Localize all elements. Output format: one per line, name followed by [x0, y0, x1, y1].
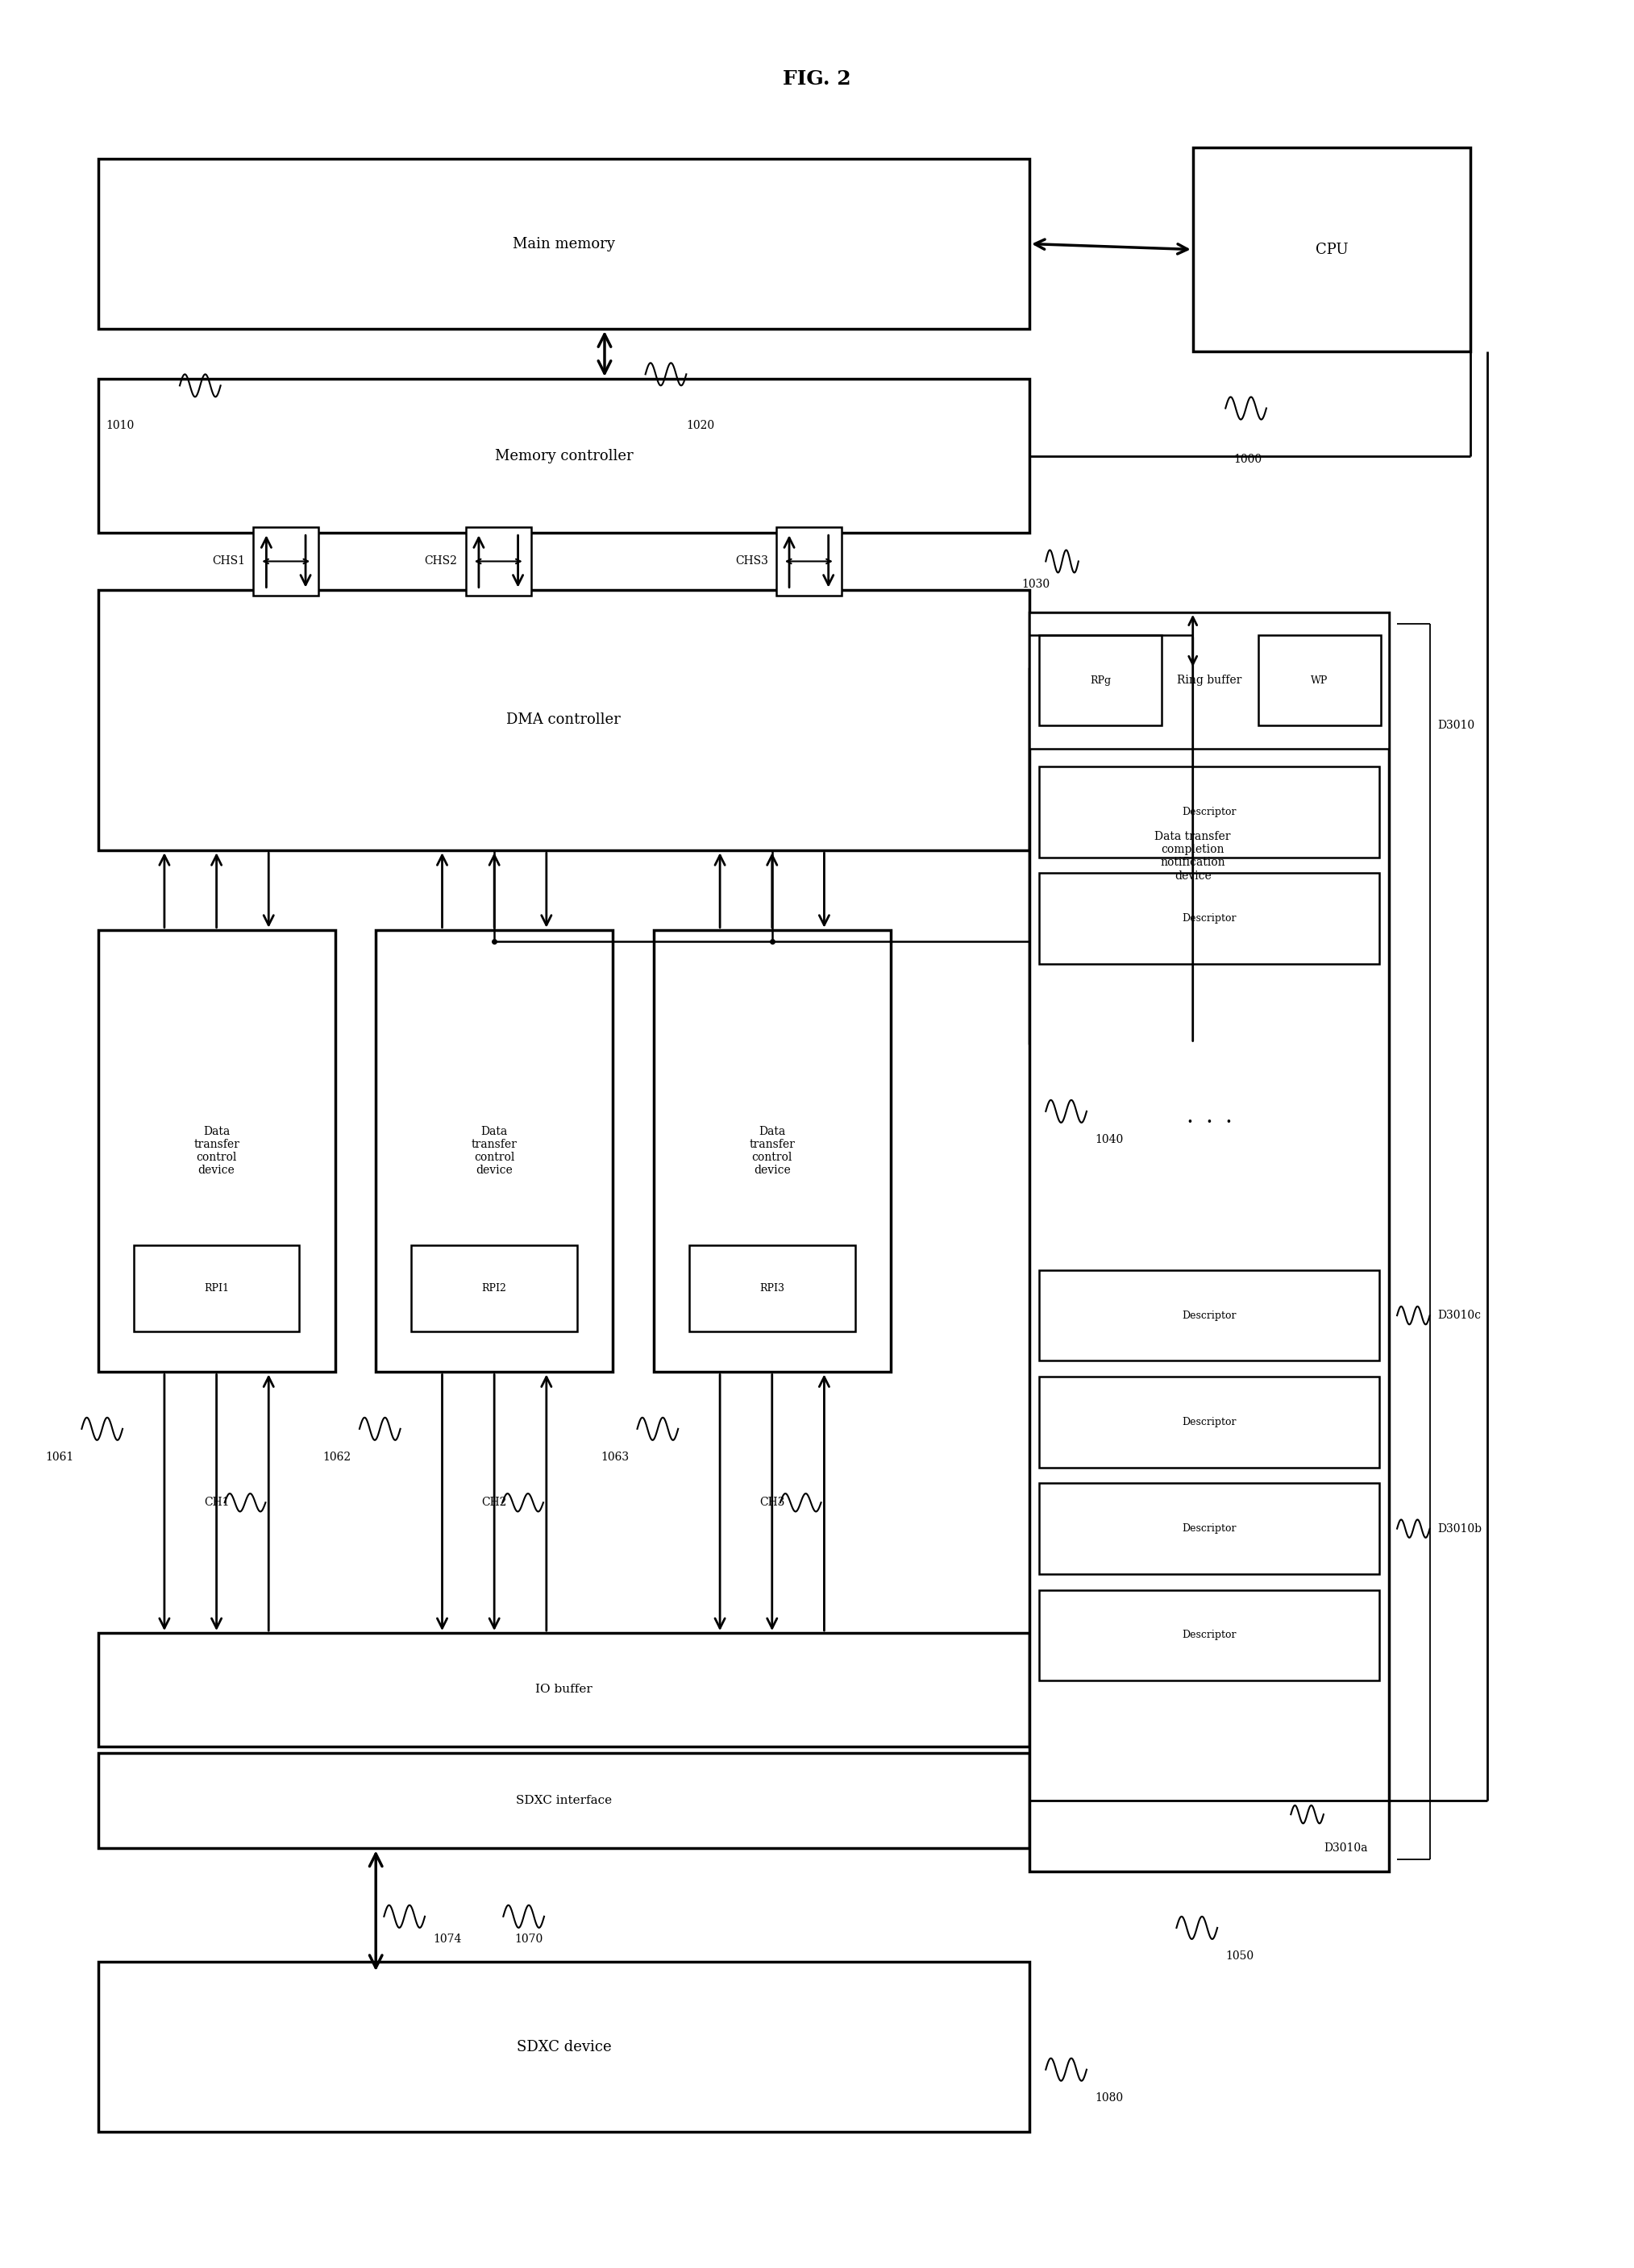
Text: .: .	[1226, 1107, 1232, 1127]
Text: Descriptor: Descriptor	[1181, 1418, 1237, 1427]
Text: CH3: CH3	[760, 1497, 784, 1508]
Bar	[1193, 147, 1471, 352]
Text: RPI1: RPI1	[204, 1284, 229, 1293]
Text: SDXC device: SDXC device	[516, 2039, 611, 2055]
Text: .: .	[1206, 1107, 1212, 1127]
Text: D3010b: D3010b	[1438, 1524, 1482, 1533]
Bar	[98, 379, 1029, 533]
Text: D3010c: D3010c	[1438, 1311, 1482, 1320]
Text: Descriptor: Descriptor	[1181, 1631, 1237, 1640]
Bar	[98, 159, 1029, 329]
Bar	[1039, 1270, 1379, 1361]
Bar	[412, 1245, 577, 1331]
Bar	[690, 1245, 855, 1331]
Bar	[1039, 873, 1379, 964]
Text: Data transfer
completion
notification
device: Data transfer completion notification de…	[1155, 830, 1230, 882]
Text: Main memory: Main memory	[513, 236, 614, 252]
Bar	[1039, 1590, 1379, 1681]
Text: 1040: 1040	[1095, 1134, 1123, 1145]
Text: Data
transfer
control
device: Data transfer control device	[193, 1125, 240, 1177]
Bar	[1029, 612, 1389, 748]
Bar	[98, 930, 335, 1372]
Bar	[134, 1245, 299, 1331]
Text: Data
transfer
control
device: Data transfer control device	[471, 1125, 518, 1177]
Text: 1010: 1010	[106, 420, 134, 431]
Text: 1030: 1030	[1021, 578, 1049, 590]
Text: D3010a: D3010a	[1324, 1844, 1368, 1853]
Text: FIG. 2: FIG. 2	[783, 70, 851, 88]
Bar	[466, 528, 531, 596]
Text: Data
transfer
control
device: Data transfer control device	[748, 1125, 796, 1177]
Bar	[1039, 1483, 1379, 1574]
Bar	[98, 1753, 1029, 1848]
Text: CH2: CH2	[482, 1497, 507, 1508]
Bar	[253, 528, 319, 596]
Text: 1062: 1062	[324, 1452, 351, 1463]
Text: CHS3: CHS3	[735, 556, 768, 567]
Text: 1070: 1070	[515, 1935, 542, 1944]
Bar	[1029, 612, 1389, 1871]
Text: IO buffer: IO buffer	[536, 1685, 592, 1694]
Text: .: .	[1186, 1107, 1193, 1127]
Text: SDXC interface: SDXC interface	[516, 1796, 611, 1805]
Text: 1074: 1074	[433, 1935, 461, 1944]
Text: CH1: CH1	[204, 1497, 229, 1508]
Text: RPg: RPg	[1090, 676, 1111, 685]
Bar	[776, 528, 842, 596]
Text: 1061: 1061	[46, 1452, 74, 1463]
Bar	[1039, 1377, 1379, 1467]
Bar	[1039, 767, 1379, 857]
Text: 1063: 1063	[601, 1452, 629, 1463]
Text: Descriptor: Descriptor	[1181, 1524, 1237, 1533]
Text: Descriptor: Descriptor	[1181, 807, 1237, 816]
Text: CHS1: CHS1	[212, 556, 245, 567]
Text: Descriptor: Descriptor	[1181, 914, 1237, 923]
Text: 1080: 1080	[1095, 2091, 1123, 2102]
Text: RPI2: RPI2	[482, 1284, 507, 1293]
Text: 1000: 1000	[1234, 454, 1261, 465]
Bar	[98, 590, 1029, 850]
Text: DMA controller: DMA controller	[507, 712, 621, 728]
Text: Ring buffer: Ring buffer	[1176, 676, 1242, 685]
Text: Descriptor: Descriptor	[1181, 1311, 1237, 1320]
Bar	[654, 930, 891, 1372]
Bar	[376, 930, 613, 1372]
Text: D3010: D3010	[1438, 721, 1476, 730]
Text: 1020: 1020	[686, 420, 714, 431]
Bar	[98, 1962, 1029, 2132]
Bar	[1029, 669, 1356, 1043]
Text: WP: WP	[1310, 676, 1328, 685]
Text: Memory controller: Memory controller	[495, 449, 632, 463]
Text: RPI3: RPI3	[760, 1284, 784, 1293]
Text: 1050: 1050	[1226, 1950, 1253, 1962]
Bar	[1258, 635, 1381, 726]
Text: CHS2: CHS2	[425, 556, 458, 567]
Text: CPU: CPU	[1315, 243, 1348, 256]
Bar	[98, 1633, 1029, 1746]
Bar	[1039, 635, 1162, 726]
